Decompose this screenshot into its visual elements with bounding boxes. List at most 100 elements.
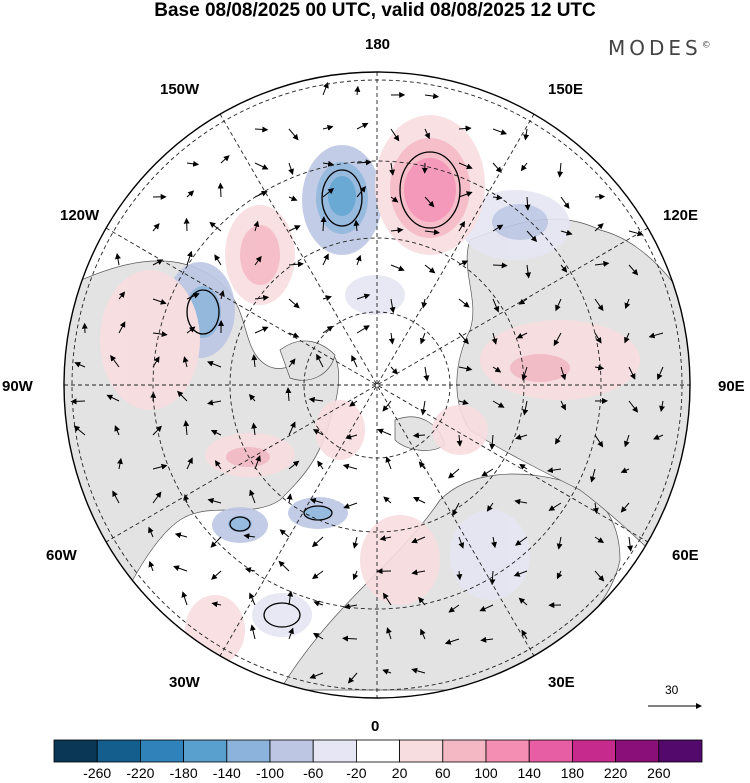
wind-arrow — [516, 332, 528, 339]
colorbar-tick-label: 180 — [560, 765, 585, 781]
wind-arrow — [524, 196, 531, 211]
wind-arrow — [322, 81, 329, 96]
wind-arrow — [322, 325, 334, 334]
colorbar-tick-label: 100 — [474, 765, 498, 781]
wind-arrow — [254, 162, 269, 170]
wind-arrow — [186, 190, 195, 198]
wind-arrow — [351, 354, 358, 368]
colorbar-tick-label: 60 — [435, 765, 451, 781]
colorbar-swatch — [355, 739, 400, 763]
map-title: Base 08/08/2025 00 UTC, valid 08/08/2025… — [154, 0, 596, 21]
wind-arrow — [356, 186, 367, 198]
colorbar-swatch — [53, 739, 98, 763]
wind-arrow — [386, 627, 392, 640]
wind-arrow — [492, 224, 504, 232]
wind-arrow — [248, 394, 256, 402]
wind-arrow — [379, 535, 392, 542]
wind-arrow — [152, 491, 162, 504]
brand-logo: MODES© — [608, 36, 711, 60]
lon-label-0: 0 — [371, 718, 380, 735]
wind-arrow — [456, 570, 463, 581]
wind-arrow — [288, 225, 301, 232]
colorbar-swatch — [312, 739, 357, 763]
wind-arrow — [548, 502, 562, 511]
wind-arrow — [648, 332, 664, 339]
wind-arrow — [458, 298, 470, 308]
wind-arrow — [355, 254, 362, 266]
wind-vectors — [70, 81, 665, 684]
wind-arrow — [152, 331, 168, 338]
wind-arrow — [458, 536, 465, 549]
wind-arrow — [458, 260, 469, 266]
colorbar-tick-label: 20 — [391, 765, 408, 781]
wind-arrow — [589, 468, 596, 483]
wind-arrow — [424, 196, 435, 208]
wind-arrow — [312, 632, 324, 640]
wind-arrow — [553, 332, 562, 347]
wind-arrow — [389, 298, 396, 314]
wind-arrow — [317, 460, 324, 470]
wind-arrow — [594, 364, 605, 371]
wind-arrow — [560, 196, 570, 209]
map-disk — [64, 72, 690, 698]
wind-arrow — [388, 332, 395, 345]
wind-arrow — [492, 366, 502, 373]
wind-arrow — [356, 159, 372, 166]
wind-arrow — [521, 366, 528, 381]
colorbar-swatch — [485, 739, 530, 763]
wind-arrow — [659, 400, 665, 412]
wind-arrow — [560, 400, 566, 411]
wind-arrow — [458, 399, 469, 406]
wind-arrow — [152, 463, 168, 470]
wind-arrow — [152, 298, 167, 305]
wind-arrow — [347, 672, 358, 684]
wind-arrow — [628, 230, 644, 237]
wind-arrow — [492, 128, 508, 135]
wind-arrow — [110, 354, 120, 368]
wind-arrow — [594, 298, 604, 312]
wind-arrow — [479, 604, 494, 612]
colorbar-tick-label: -220 — [126, 765, 155, 781]
wind-arrow — [594, 260, 610, 267]
wind-arrow — [424, 229, 440, 236]
wind-arrow — [419, 332, 426, 345]
wind-arrow — [74, 361, 86, 368]
wind-arrow — [207, 360, 222, 368]
wind-arrow — [448, 468, 460, 479]
colorbar-tick-label: 140 — [517, 765, 541, 781]
wind-arrow — [560, 366, 567, 381]
wind-arrow — [313, 600, 324, 607]
wind-arrow — [492, 298, 500, 313]
wind-arrow — [311, 536, 324, 548]
wind-arrow — [254, 190, 268, 198]
wind-arrow — [594, 193, 606, 200]
wind-arrow — [311, 570, 324, 580]
wind-arrow — [152, 223, 160, 232]
wind-arrow — [118, 321, 126, 334]
wind-arrow — [594, 536, 605, 544]
wind-arrow — [390, 227, 404, 234]
wind-arrow — [519, 463, 528, 470]
wind-arrow — [342, 635, 358, 642]
wind-arrow — [594, 332, 602, 344]
wind-arrow — [390, 128, 400, 142]
streamline-contours — [186, 151, 461, 628]
wind-arrow — [309, 497, 324, 504]
colorbar-swatch — [615, 739, 660, 763]
lon-label-90e: 90E — [718, 378, 745, 395]
wind-arrow — [181, 591, 188, 606]
lon-label-30w: 30W — [169, 674, 200, 691]
wind-arrow — [546, 467, 562, 474]
wind-arrow — [424, 128, 430, 140]
wind-arrow — [106, 394, 120, 402]
wind-arrow — [522, 400, 529, 416]
brand-name: MODES — [608, 36, 702, 60]
vector-scale-label: 30 — [665, 683, 679, 697]
wind-arrow — [73, 425, 86, 436]
wind-arrow — [288, 128, 299, 141]
wind-arrow — [148, 560, 155, 572]
wind-arrow — [243, 533, 256, 540]
wind-arrow — [220, 155, 230, 164]
wind-arrow — [458, 162, 473, 170]
